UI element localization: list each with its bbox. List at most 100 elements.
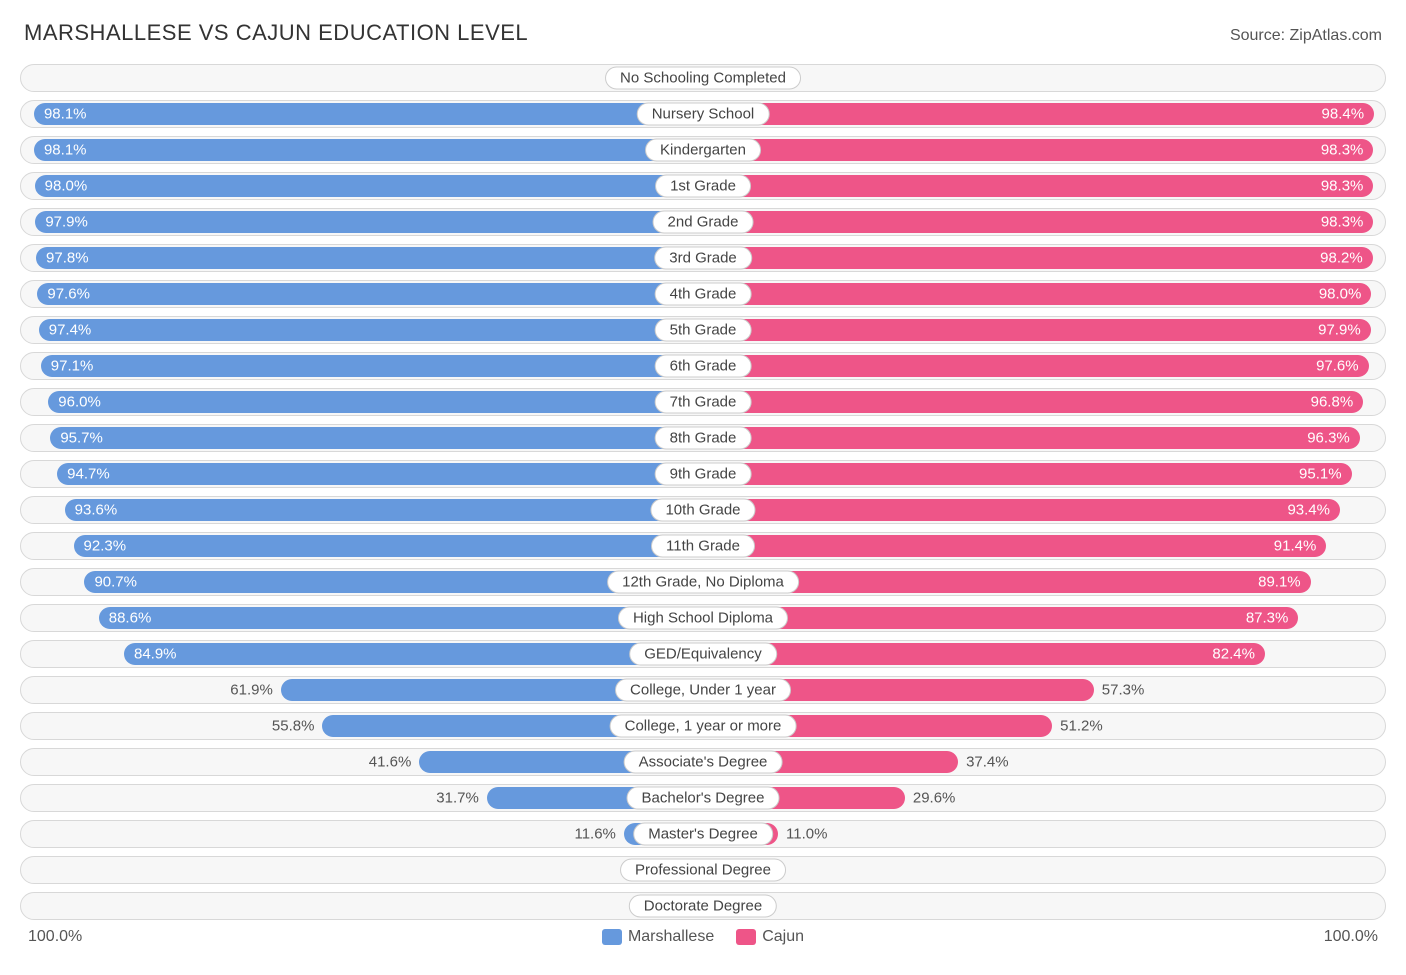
value-right: 98.3%: [1311, 214, 1374, 231]
chart-row: 11.6% 11.0% Master's Degree: [20, 820, 1386, 848]
bar-left: 92.3%: [74, 535, 703, 557]
value-left: 98.1%: [34, 106, 97, 123]
category-label: 4th Grade: [655, 283, 752, 306]
chart-row: 41.6% 37.4% Associate's Degree: [20, 748, 1386, 776]
chart-row: 88.6%87.3%High School Diploma: [20, 604, 1386, 632]
bar-right: 95.1%: [703, 463, 1352, 485]
category-label: 11th Grade: [651, 535, 755, 558]
bar-left: 98.1%: [34, 139, 703, 161]
bar-right: 98.4%: [703, 103, 1374, 125]
chart-row: 61.9%57.3%College, Under 1 year: [20, 676, 1386, 704]
bar-right: 97.9%: [703, 319, 1371, 341]
butterfly-chart: 2.0%1.7%No Schooling Completed 98.1% 98.4%…: [20, 64, 1386, 920]
value-right: 98.3%: [1311, 142, 1374, 159]
bar-left: 97.4%: [39, 319, 703, 341]
source-name: ZipAtlas.com: [1290, 27, 1382, 44]
chart-row: 97.8%98.2%3rd Grade: [20, 244, 1386, 272]
category-label: Doctorate Degree: [629, 895, 777, 918]
bar-right: 91.4%: [703, 535, 1326, 557]
value-left: 41.6%: [361, 754, 420, 771]
value-left: 98.0%: [35, 178, 98, 195]
chart-row: 94.7% 95.1% 9th Grade: [20, 460, 1386, 488]
value-left: 84.9%: [124, 646, 187, 663]
bar-left: 98.0%: [35, 175, 703, 197]
chart-row: 98.0% 98.3% 1st Grade: [20, 172, 1386, 200]
bar-right: 82.4%: [703, 643, 1265, 665]
value-right: 82.4%: [1202, 646, 1265, 663]
chart-row: 97.1% 97.6% 6th Grade: [20, 352, 1386, 380]
value-right: 95.1%: [1289, 466, 1352, 483]
bar-right: 87.3%: [703, 607, 1298, 629]
chart-row: 96.0% 96.8%7th Grade: [20, 388, 1386, 416]
source-label: Source:: [1230, 27, 1285, 44]
category-label: Associate's Degree: [624, 751, 783, 774]
category-label: College, 1 year or more: [610, 715, 797, 738]
value-left: 98.1%: [34, 142, 97, 159]
chart-row: 97.4%97.9%5th Grade: [20, 316, 1386, 344]
chart-row: 98.1% 98.4% Nursery School: [20, 100, 1386, 128]
bar-right: 97.6%: [703, 355, 1369, 377]
value-right: 98.4%: [1312, 106, 1375, 123]
value-right: 98.3%: [1311, 178, 1374, 195]
legend-swatch-right: [736, 929, 756, 945]
value-right: 97.6%: [1306, 358, 1369, 375]
axis-left-max: 100.0%: [28, 928, 82, 946]
category-label: Master's Degree: [633, 823, 773, 846]
legend: Marshallese Cajun: [602, 928, 804, 946]
category-label: Bachelor's Degree: [627, 787, 780, 810]
bar-left: 97.1%: [41, 355, 703, 377]
bar-right: 98.2%: [703, 247, 1373, 269]
category-label: 6th Grade: [655, 355, 752, 378]
category-label: 7th Grade: [655, 391, 752, 414]
value-left: 93.6%: [65, 502, 128, 519]
bar-left: 97.9%: [35, 211, 703, 233]
value-left: 97.4%: [39, 322, 102, 339]
chart-title: MARSHALLESE VS CAJUN EDUCATION LEVEL: [24, 20, 528, 46]
legend-label-right: Cajun: [762, 928, 804, 946]
value-left: 97.8%: [36, 250, 99, 267]
chart-row: 55.8%51.2%College, 1 year or more: [20, 712, 1386, 740]
chart-row: 31.7%29.6%Bachelor's Degree: [20, 784, 1386, 812]
chart-row: 95.7%96.3%8th Grade: [20, 424, 1386, 452]
bar-right: 96.8%: [703, 391, 1363, 413]
value-right: 11.0%: [778, 826, 835, 843]
chart-row: 1.5%1.5%Doctorate Degree: [20, 892, 1386, 920]
category-label: 2nd Grade: [653, 211, 754, 234]
chart-row: 3.8%3.4%Professional Degree: [20, 856, 1386, 884]
chart-row: 92.3% 91.4%11th Grade: [20, 532, 1386, 560]
bar-right: 98.3%: [703, 139, 1373, 161]
bar-right: 93.4%: [703, 499, 1340, 521]
value-left: 90.7%: [84, 574, 147, 591]
legend-label-left: Marshallese: [628, 928, 714, 946]
value-left: 11.6%: [566, 826, 623, 843]
value-left: 96.0%: [48, 394, 111, 411]
bar-left: 84.9%: [124, 643, 703, 665]
bar-right: 98.3%: [703, 211, 1373, 233]
value-left: 88.6%: [99, 610, 162, 627]
chart-row: 2.0%1.7%No Schooling Completed: [20, 64, 1386, 92]
category-label: Nursery School: [637, 103, 770, 126]
category-label: No Schooling Completed: [605, 67, 801, 90]
bar-left: 93.6%: [65, 499, 703, 521]
value-right: 29.6%: [905, 790, 964, 807]
chart-row: 97.9% 98.3% 2nd Grade: [20, 208, 1386, 236]
chart-footer: 100.0% Marshallese Cajun 100.0%: [20, 928, 1386, 946]
bar-left: 96.0%: [48, 391, 703, 413]
value-right: 37.4%: [958, 754, 1017, 771]
bar-left: 94.7%: [57, 463, 703, 485]
value-left: 95.7%: [50, 430, 113, 447]
chart-source: Source: ZipAtlas.com: [1230, 27, 1382, 45]
category-label: 1st Grade: [655, 175, 751, 198]
chart-header: MARSHALLESE VS CAJUN EDUCATION LEVEL Sou…: [20, 20, 1386, 46]
value-right: 93.4%: [1277, 502, 1340, 519]
category-label: 9th Grade: [655, 463, 752, 486]
category-label: Kindergarten: [645, 139, 761, 162]
chart-row: 84.9%82.4%GED/Equivalency: [20, 640, 1386, 668]
category-label: College, Under 1 year: [615, 679, 791, 702]
chart-row: 93.6%93.4%10th Grade: [20, 496, 1386, 524]
bar-right: 96.3%: [703, 427, 1360, 449]
value-right: 98.0%: [1309, 286, 1372, 303]
bar-left: 97.8%: [36, 247, 703, 269]
value-left: 92.3%: [74, 538, 137, 555]
value-left: 97.6%: [37, 286, 100, 303]
